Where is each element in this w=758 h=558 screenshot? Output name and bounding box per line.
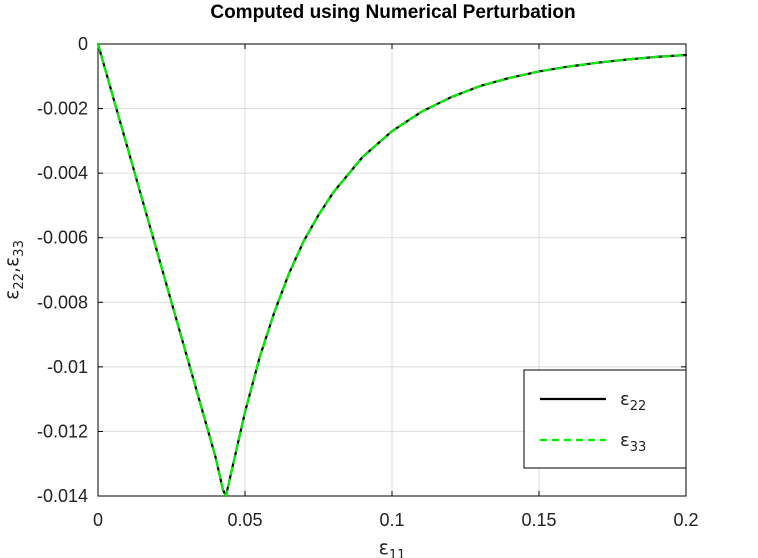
y-tick-label: -0.014 (37, 486, 88, 506)
x-axis-label: ε11 (379, 537, 406, 558)
y-label-base2: ε (1, 257, 23, 267)
x-tick-label: 0.1 (379, 510, 404, 530)
legend-box (523, 369, 687, 469)
y-tick-label: -0.012 (37, 421, 88, 441)
y-tick-labels: 0 -0.002 -0.004 -0.006 -0.008 -0.01 -0.012 -0.0… (37, 34, 88, 506)
legend-e33-sub: 33 (630, 440, 647, 455)
y-label-sub2: 33 (12, 240, 27, 257)
series-lines (96, 42, 688, 498)
y-label-sep: , (1, 267, 23, 273)
y-axis-label: ε22,ε33 (1, 240, 27, 300)
y-tick-label: -0.006 (37, 228, 88, 248)
series-line-e33 (96, 42, 688, 498)
x-label-base: ε (379, 537, 389, 558)
x-tick-label: 0.05 (227, 510, 262, 530)
legend-label-e22: ε22 (620, 389, 646, 414)
x-label-sub: 11 (389, 548, 406, 558)
x-tick-labels: 0 0.05 0.1 0.15 0.2 (93, 510, 699, 530)
x-tick-label: 0.15 (521, 510, 556, 530)
legend-e22-sub: 22 (630, 399, 647, 414)
y-label-base1: ε (1, 290, 23, 300)
chart-title: Computed using Numerical Perturbation (210, 2, 575, 23)
legend-label-e33: ε33 (620, 430, 646, 455)
y-tick-label: -0.01 (47, 357, 88, 377)
x-tick-label: 0.2 (673, 510, 698, 530)
y-tick-label: 0 (78, 34, 88, 54)
y-tick-label: -0.004 (37, 163, 88, 183)
y-tick-label: -0.002 (37, 99, 88, 119)
legend: ε22 ε33 (523, 369, 687, 469)
y-label-sub1: 22 (12, 273, 27, 290)
legend-e22-base: ε (620, 389, 630, 410)
x-tick-label: 0 (93, 510, 103, 530)
legend-e33-base: ε (620, 430, 630, 451)
y-tick-label: -0.008 (37, 292, 88, 312)
